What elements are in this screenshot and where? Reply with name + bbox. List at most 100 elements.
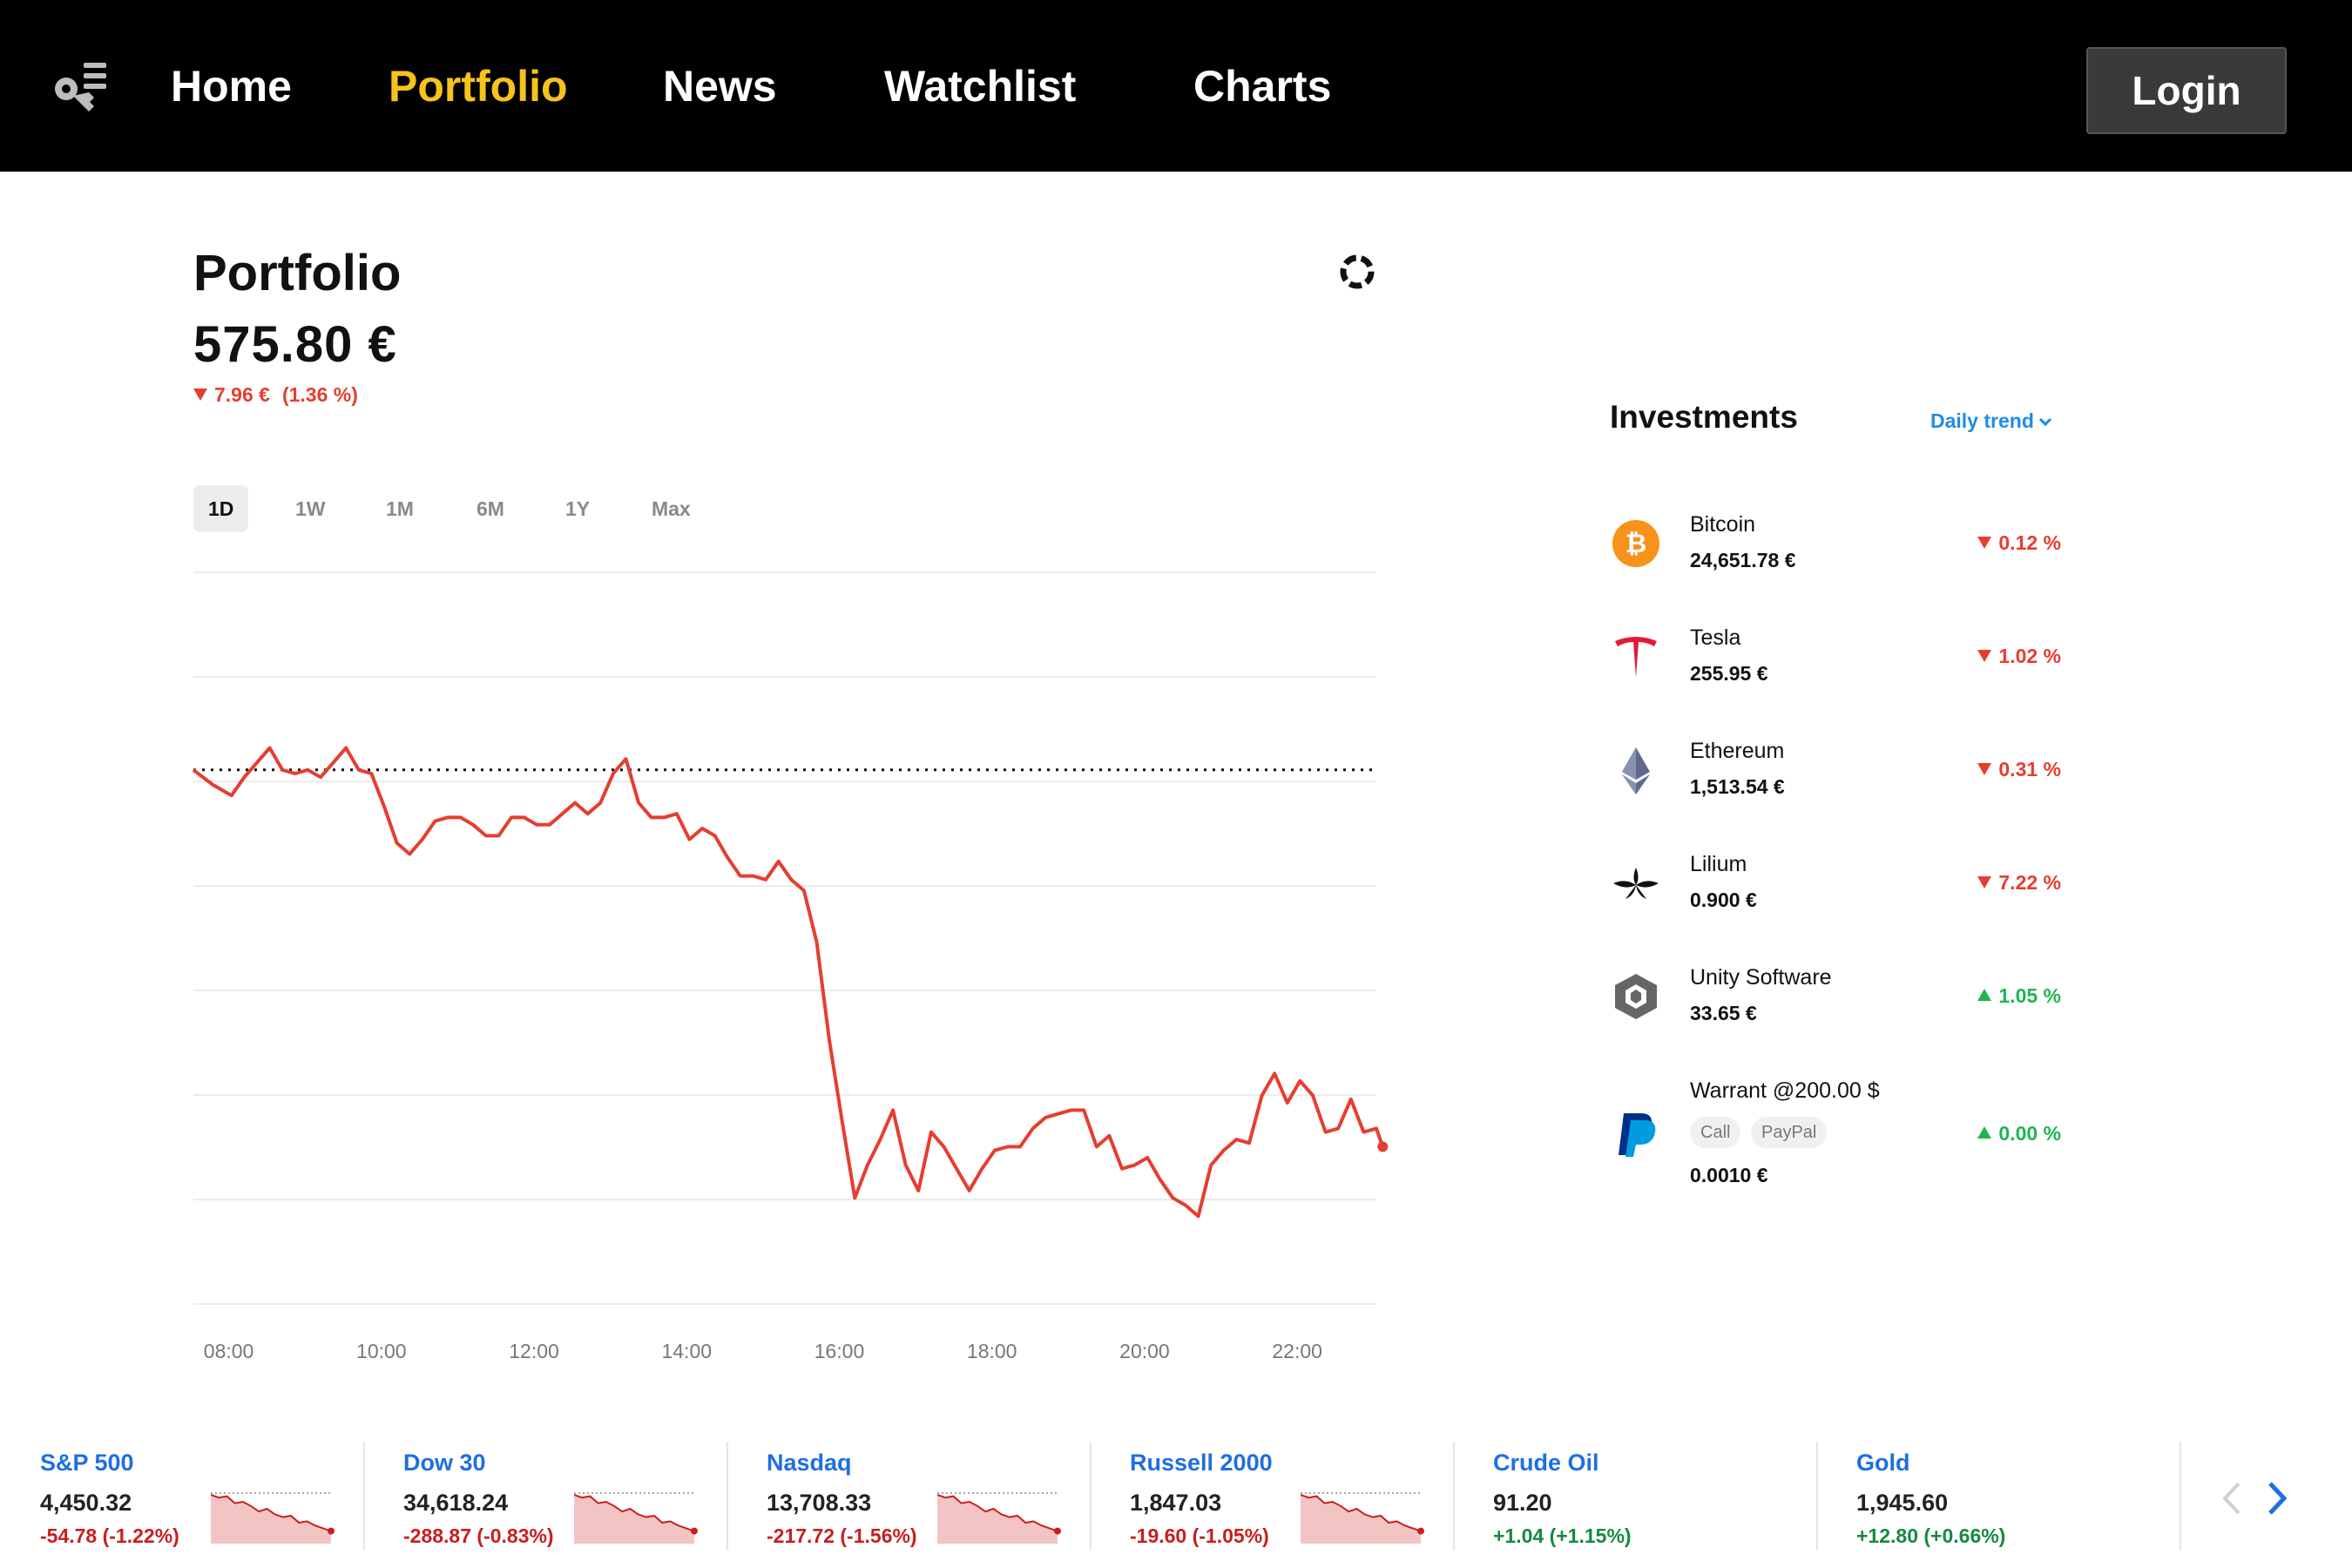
investment-item-tesla[interactable]: Tesla 255.95 € 1.02 % [1603, 625, 2073, 713]
ethereum-icon [1622, 747, 1650, 794]
ticker-divider [1090, 1442, 1092, 1551]
range-tab-6m[interactable]: 6M [476, 497, 504, 520]
portfolio-value: 575.80 € [193, 316, 397, 373]
unity-icon [1615, 974, 1657, 1019]
investment-change: 0.12 % [1977, 531, 2061, 555]
market-price: 34,618.24 [403, 1490, 509, 1516]
market-change: -19.60 (-1.05%) [1130, 1524, 1269, 1547]
chart-x-tick-label: 14:00 [661, 1340, 713, 1362]
investment-name: Warrant @200.00 $ [1690, 1078, 1880, 1103]
key-menu-logo-icon[interactable] [49, 54, 112, 117]
investment-name: Lilium [1690, 852, 1747, 876]
tag-call: Call [1690, 1117, 1741, 1148]
investment-change-value: 1.02 % [1998, 645, 2061, 667]
market-ticker-item[interactable]: Gold 1,945.60 +12.80 (+0.66%) [1856, 1437, 2205, 1551]
login-button[interactable]: Login [2086, 47, 2287, 134]
chart-x-tick-label: 20:00 [1119, 1340, 1170, 1362]
investment-change: 1.02 % [1977, 645, 2061, 668]
chart-x-tick-label: 18:00 [966, 1340, 1017, 1362]
ticker-divider [727, 1442, 728, 1551]
chart-x-tick-label: 08:00 [203, 1340, 254, 1362]
investment-item-paypal-warrant[interactable]: Warrant @200.00 $ Call PayPal 0.0010 € 0… [1603, 1078, 2073, 1200]
market-name-link[interactable]: Russell 2000 [1130, 1450, 1273, 1476]
range-tab-1y[interactable]: 1Y [565, 497, 591, 520]
nav-link-watchlist[interactable]: Watchlist [884, 62, 1077, 111]
market-ticker-item[interactable]: Dow 30 34,618.24 -288.87 (-0.83%) [403, 1437, 752, 1551]
nav-link-charts[interactable]: Charts [1193, 62, 1332, 111]
down-arrow-icon [1977, 763, 1992, 775]
market-name-link[interactable]: Gold [1856, 1450, 1910, 1476]
portfolio-change-pct: (1.36 %) [281, 383, 358, 406]
paypal-icon [1619, 1113, 1656, 1157]
down-arrow-icon [193, 389, 207, 401]
investment-change: 0.00 % [1977, 1122, 2061, 1146]
portfolio-change-abs: 7.96 € [214, 383, 270, 406]
investments-title: Investments [1610, 399, 1798, 435]
investment-change: 7.22 % [1977, 871, 2061, 895]
tesla-icon [1615, 637, 1657, 678]
nav-link-portfolio[interactable]: Portfolio [389, 62, 568, 111]
investment-name: Bitcoin [1690, 512, 1756, 537]
market-sparkline [1301, 1492, 1424, 1544]
investment-change-value: 0.00 % [1998, 1122, 2061, 1145]
chart-last-point [1377, 1141, 1389, 1152]
market-name-link[interactable]: Crude Oil [1493, 1450, 1599, 1476]
top-nav-bar: Home Portfolio News Watchlist Charts Log… [0, 0, 2352, 172]
chart-x-tick-label: 16:00 [814, 1340, 865, 1362]
market-name-link[interactable]: Nasdaq [767, 1450, 852, 1476]
investment-price: 0.0010 € [1690, 1164, 1768, 1186]
investment-name: Ethereum [1690, 739, 1785, 763]
svg-text:₿: ₿ [1625, 529, 1646, 559]
range-tab-1m[interactable]: 1M [386, 497, 414, 520]
up-arrow-icon [1977, 989, 1992, 1001]
investment-change-value: 0.12 % [1998, 531, 2061, 554]
investment-item-bitcoin[interactable]: ₿ Bitcoin 24,651.78 € 0.12 % [1603, 512, 2073, 599]
investment-item-lilium[interactable]: Lilium 0.900 € 7.22 % [1603, 852, 2073, 939]
down-arrow-icon [1977, 537, 1992, 549]
market-price: 1,847.03 [1130, 1490, 1222, 1516]
market-change: -217.72 (-1.56%) [767, 1524, 917, 1547]
ticker-divider [363, 1442, 365, 1551]
investment-item-unity-software[interactable]: Unity Software 33.65 € 1.05 % [1603, 965, 2073, 1052]
market-name-link[interactable]: Dow 30 [403, 1450, 486, 1476]
investment-price: 24,651.78 € [1690, 549, 1796, 571]
market-name-link[interactable]: S&P 500 [40, 1450, 134, 1476]
down-arrow-icon [1977, 876, 1992, 889]
ticker-prev-icon[interactable] [2214, 1477, 2249, 1520]
market-ticker-item[interactable]: Russell 2000 1,847.03 -19.60 (-1.05%) [1130, 1437, 1478, 1551]
market-change: +1.04 (+1.15%) [1493, 1524, 1632, 1547]
market-change: -54.78 (-1.22%) [40, 1524, 179, 1547]
nav-link-home[interactable]: Home [171, 62, 292, 111]
market-ticker-item[interactable]: Crude Oil 91.20 +1.04 (+1.15%) [1493, 1437, 1842, 1551]
investment-change-value: 7.22 % [1998, 871, 2061, 894]
down-arrow-icon [1977, 650, 1992, 662]
nav-link-news[interactable]: News [663, 62, 777, 111]
ticker-divider [1816, 1442, 1818, 1551]
investment-price: 1,513.54 € [1690, 775, 1785, 798]
market-change: +12.80 (+0.66%) [1856, 1524, 2006, 1547]
market-change: -288.87 (-0.83%) [403, 1524, 554, 1547]
daily-trend-dropdown[interactable]: Daily trend [1930, 409, 2051, 433]
market-sparkline [211, 1492, 335, 1544]
investment-change: 0.31 % [1977, 758, 2061, 781]
portfolio-change: 7.96 € (1.36 %) [193, 383, 358, 407]
tag-paypal: PayPal [1751, 1117, 1828, 1148]
bitcoin-icon: ₿ [1612, 520, 1659, 567]
chart-series-line [192, 746, 1385, 1219]
market-ticker-item[interactable]: Nasdaq 13,708.33 -217.72 (-1.56%) [767, 1437, 1115, 1551]
up-arrow-icon [1977, 1126, 1992, 1139]
daily-trend-label: Daily trend [1930, 409, 2034, 432]
ticker-next-icon[interactable] [2260, 1477, 2295, 1520]
investment-name: Tesla [1690, 625, 1741, 650]
investment-change: 1.05 % [1977, 984, 2061, 1008]
market-price: 1,945.60 [1856, 1490, 1949, 1516]
investment-item-ethereum[interactable]: Ethereum 1,513.54 € 0.31 % [1603, 739, 2073, 826]
range-tab-1d[interactable]: 1D [193, 485, 249, 532]
chart-x-tick-label: 10:00 [356, 1340, 407, 1362]
market-sparkline [574, 1492, 698, 1544]
market-sparkline [937, 1492, 1061, 1544]
market-ticker-item[interactable]: S&P 500 4,450.32 -54.78 (-1.22%) [40, 1437, 389, 1551]
range-tab-max[interactable]: Max [652, 497, 691, 520]
lilium-icon [1613, 868, 1659, 899]
range-tab-1w[interactable]: 1W [295, 497, 326, 520]
